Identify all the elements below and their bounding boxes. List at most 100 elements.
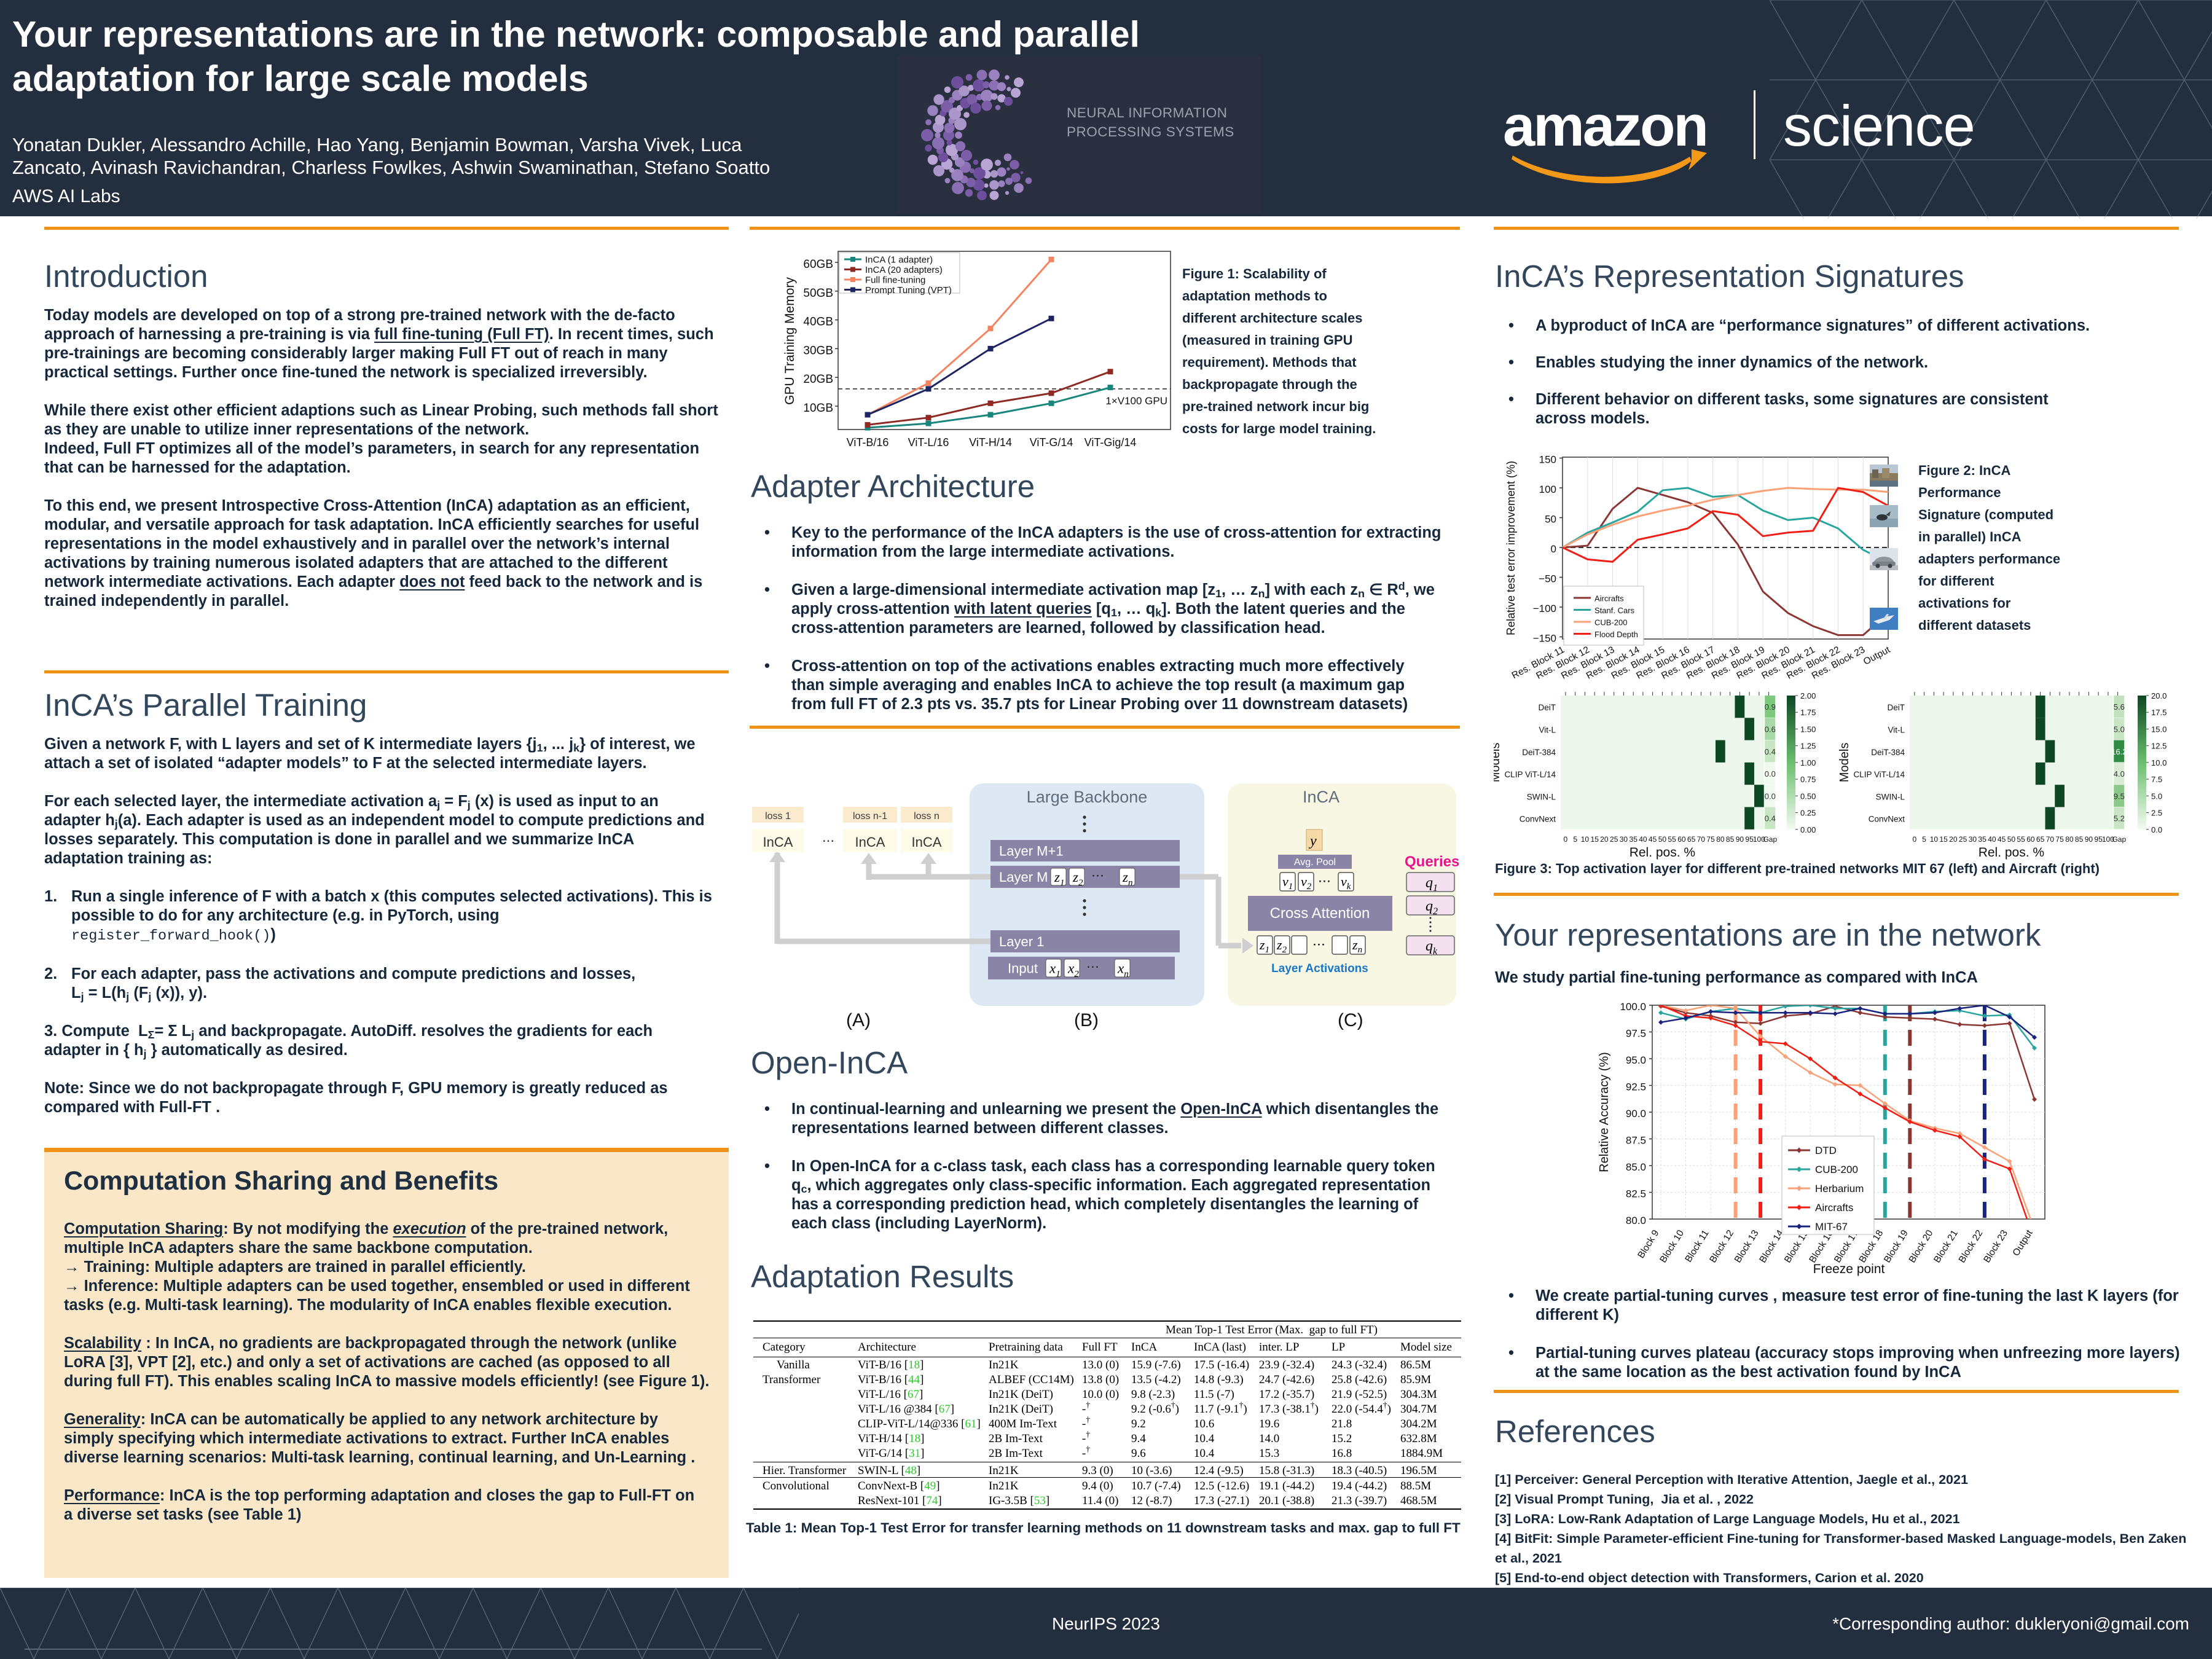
svg-text:80: 80 bbox=[1716, 835, 1725, 844]
svg-text:DeiT: DeiT bbox=[1887, 703, 1905, 712]
svg-text:5.6: 5.6 bbox=[2114, 702, 2125, 712]
svg-text:DeiT-384: DeiT-384 bbox=[1871, 748, 1905, 757]
svg-text:100: 100 bbox=[1539, 484, 1556, 495]
svg-text:⋅⋅⋅: ⋅⋅⋅ bbox=[1086, 960, 1099, 975]
svg-text:CUB-200: CUB-200 bbox=[1815, 1164, 1858, 1175]
svg-text:5.0: 5.0 bbox=[2151, 791, 2162, 801]
svg-text:Flood Depth: Flood Depth bbox=[1594, 630, 1638, 639]
svg-text:20: 20 bbox=[1600, 835, 1609, 844]
svg-text:Aircrafts: Aircrafts bbox=[1815, 1202, 1853, 1214]
svg-text:50: 50 bbox=[1545, 514, 1556, 525]
svg-text:−100: −100 bbox=[1533, 603, 1556, 614]
svg-text:4.0: 4.0 bbox=[2114, 769, 2125, 779]
svg-text:2.5: 2.5 bbox=[2151, 809, 2162, 818]
svg-text:ViT-Gig/14: ViT-Gig/14 bbox=[1084, 436, 1137, 449]
svg-text:40GB: 40GB bbox=[803, 316, 833, 329]
svg-text:5: 5 bbox=[1922, 835, 1926, 844]
svg-text:2.00: 2.00 bbox=[1800, 691, 1816, 700]
svg-text:85: 85 bbox=[2075, 835, 2084, 844]
svg-text:0: 0 bbox=[1913, 835, 1917, 844]
svg-text:(B): (B) bbox=[1074, 1010, 1099, 1030]
svg-text:1.25: 1.25 bbox=[1800, 742, 1816, 751]
svg-text:0.4: 0.4 bbox=[1765, 747, 1776, 756]
svg-text:15: 15 bbox=[1591, 835, 1599, 844]
svg-text:(C): (C) bbox=[1338, 1010, 1363, 1030]
svg-text:MIT-67: MIT-67 bbox=[1815, 1221, 1848, 1233]
svg-text:60GB: 60GB bbox=[803, 258, 833, 271]
svg-text:InCA: InCA bbox=[763, 834, 793, 850]
svg-text:0.0: 0.0 bbox=[1765, 791, 1776, 801]
svg-text:Block 21: Block 21 bbox=[1932, 1228, 1960, 1265]
svg-text:ViT-G/14: ViT-G/14 bbox=[1030, 436, 1073, 449]
svg-text:7.5: 7.5 bbox=[2151, 775, 2162, 784]
svg-text:75: 75 bbox=[2055, 835, 2064, 844]
svg-text:Block 23: Block 23 bbox=[1982, 1228, 2010, 1265]
svg-text:⋅⋅⋅: ⋅⋅⋅ bbox=[1091, 868, 1104, 884]
svg-text:70: 70 bbox=[1697, 835, 1706, 844]
svg-text:Block 22: Block 22 bbox=[1957, 1228, 1985, 1265]
svg-text:Rel. pos. %: Rel. pos. % bbox=[1630, 845, 1695, 860]
svg-text:40: 40 bbox=[1639, 835, 1647, 844]
svg-text:50: 50 bbox=[1658, 835, 1667, 844]
svg-text:15: 15 bbox=[1939, 835, 1948, 844]
svg-text:Queries: Queries bbox=[1405, 853, 1459, 870]
svg-text:85: 85 bbox=[1726, 835, 1735, 844]
svg-text:17.5: 17.5 bbox=[2151, 708, 2167, 717]
svg-text:55: 55 bbox=[1668, 835, 1676, 844]
svg-text:1.00: 1.00 bbox=[1800, 758, 1816, 767]
svg-text:DTD: DTD bbox=[1815, 1145, 1837, 1156]
svg-text:40: 40 bbox=[1988, 835, 1996, 844]
svg-text:1.75: 1.75 bbox=[1800, 708, 1816, 717]
svg-text:80.0: 80.0 bbox=[1626, 1215, 1646, 1226]
svg-text:CLIP ViT-L/14: CLIP ViT-L/14 bbox=[1853, 770, 1905, 779]
svg-text:ViT-L/16: ViT-L/16 bbox=[908, 436, 949, 449]
svg-text:100: 100 bbox=[1753, 835, 1765, 844]
svg-text:loss n: loss n bbox=[914, 811, 939, 822]
svg-text:0.50: 0.50 bbox=[1800, 791, 1816, 801]
svg-text:90.0: 90.0 bbox=[1626, 1108, 1646, 1120]
svg-text:0.9: 0.9 bbox=[1765, 702, 1776, 712]
svg-text:65: 65 bbox=[2036, 835, 2045, 844]
svg-text:60: 60 bbox=[1677, 835, 1686, 844]
svg-text:loss n-1: loss n-1 bbox=[853, 811, 887, 822]
svg-text:−50: −50 bbox=[1539, 573, 1556, 585]
svg-text:Relative test error improvemen: Relative test error improvement (%) bbox=[1505, 461, 1517, 635]
svg-text:97.5: 97.5 bbox=[1626, 1028, 1646, 1040]
svg-text:DeiT-384: DeiT-384 bbox=[1522, 748, 1556, 757]
svg-text:Block 9: Block 9 bbox=[1636, 1228, 1661, 1260]
svg-text:science: science bbox=[1783, 93, 1975, 158]
svg-text:Vit-L: Vit-L bbox=[1539, 725, 1556, 734]
svg-text:Gap: Gap bbox=[1763, 835, 1777, 844]
svg-text:30GB: 30GB bbox=[803, 344, 833, 357]
svg-text:SWIN-L: SWIN-L bbox=[1876, 792, 1905, 801]
svg-text:InCA: InCA bbox=[855, 834, 885, 850]
svg-text:45: 45 bbox=[1998, 835, 2006, 844]
svg-text:InCA: InCA bbox=[912, 834, 942, 850]
svg-text:150: 150 bbox=[1539, 454, 1556, 466]
svg-text:0.4: 0.4 bbox=[1765, 814, 1776, 823]
svg-text:45: 45 bbox=[1649, 835, 1657, 844]
svg-text:InCA: InCA bbox=[1303, 788, 1339, 806]
svg-text:30: 30 bbox=[1620, 835, 1628, 844]
svg-text:5: 5 bbox=[1573, 835, 1577, 844]
svg-text:12.5: 12.5 bbox=[2151, 742, 2167, 751]
svg-text:Block 12: Block 12 bbox=[1708, 1228, 1736, 1265]
svg-text:20GB: 20GB bbox=[803, 373, 833, 386]
svg-text:DeiT: DeiT bbox=[1538, 703, 1556, 712]
svg-text:InCA (1 adapter): InCA (1 adapter) bbox=[865, 255, 933, 265]
svg-text:0.0: 0.0 bbox=[1765, 769, 1776, 779]
svg-text:80: 80 bbox=[2065, 835, 2074, 844]
svg-text:Rel. pos. %: Rel. pos. % bbox=[1979, 845, 2044, 860]
svg-text:...: ... bbox=[822, 829, 834, 845]
svg-text:10.0: 10.0 bbox=[2151, 758, 2167, 767]
svg-text:Layer M: Layer M bbox=[999, 869, 1048, 885]
svg-text:0.0: 0.0 bbox=[2151, 825, 2162, 834]
svg-text:Large Backbone: Large Backbone bbox=[1027, 788, 1148, 806]
svg-text:70: 70 bbox=[2046, 835, 2055, 844]
svg-text:SWIN-L: SWIN-L bbox=[1527, 792, 1556, 801]
svg-text:Avg. Pool: Avg. Pool bbox=[1294, 857, 1336, 868]
svg-text:92.5: 92.5 bbox=[1626, 1081, 1646, 1093]
svg-text:1×V100 GPU: 1×V100 GPU bbox=[1105, 395, 1167, 407]
svg-text:95: 95 bbox=[2094, 835, 2103, 844]
svg-text:Input: Input bbox=[1008, 961, 1038, 976]
